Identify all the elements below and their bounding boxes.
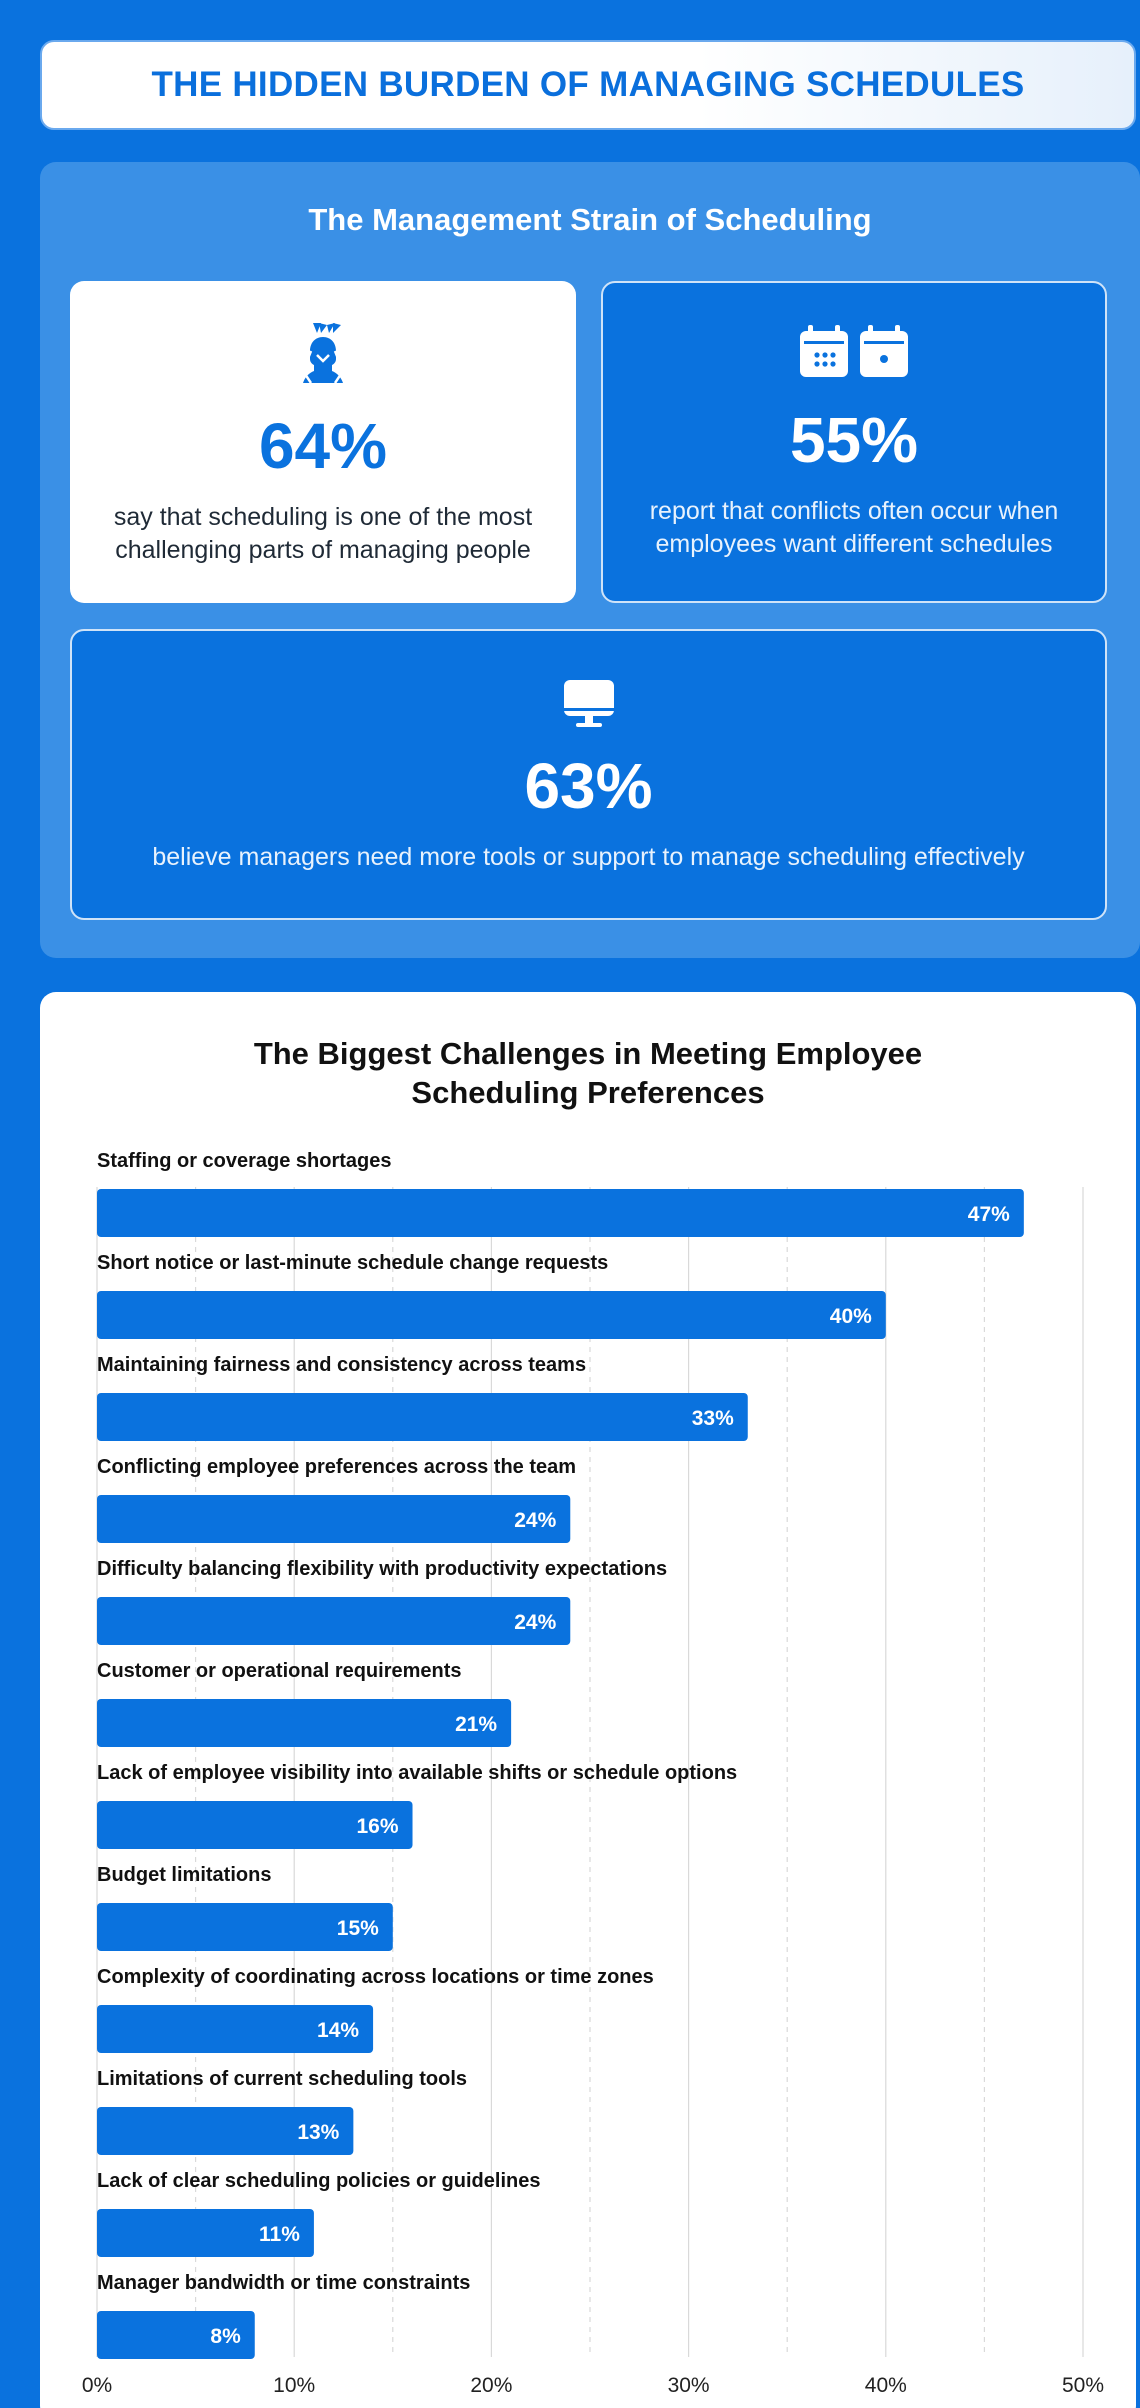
bar	[97, 2005, 374, 2053]
bar-chart: Staffing or coverage shortages 47% Short n…	[82, 1150, 1104, 2397]
bar-value-label: 24%	[514, 1509, 556, 1532]
stat-card-63: 63% believe managers need more tools or …	[70, 629, 1107, 920]
bar-value-label: 11%	[259, 2223, 300, 2246]
title-banner: THE HIDDEN BURDEN OF MANAGING SCHEDULES	[40, 40, 1136, 130]
strain-title: The Management Strain of Scheduling	[308, 202, 872, 237]
category-label: Conflicting employee preferences across …	[97, 1456, 576, 1478]
bar	[97, 1699, 512, 1747]
category-label: Maintaining fairness and consistency acr…	[97, 1354, 586, 1376]
stat-description: report that conflicts often occur when e…	[649, 497, 1059, 558]
category-label: Lack of employee visibility into availab…	[97, 1762, 737, 1784]
x-tick-label: 30%	[668, 2374, 710, 2397]
stat-card-55: 55% report that conflicts often occur wh…	[601, 281, 1107, 603]
bar-value-label: 33%	[692, 1407, 734, 1430]
category-label: Lack of clear scheduling policies or gui…	[97, 2170, 540, 2192]
stressed-person-icon	[293, 321, 353, 385]
stat-value: 55%	[789, 404, 919, 476]
chart-title-line: Scheduling Preferences	[411, 1075, 765, 1110]
bar-value-label: 47%	[968, 1203, 1010, 1226]
chart-title-line: The Biggest Challenges in Meeting Employ…	[253, 1036, 923, 1071]
bar-value-label: 13%	[297, 2121, 339, 2144]
x-tick-label: 10%	[273, 2374, 315, 2397]
bar-value-label: 24%	[514, 1611, 556, 1634]
bar	[97, 1903, 393, 1951]
bar	[97, 1291, 886, 1339]
x-tick-label: 0%	[82, 2374, 112, 2397]
calendars-icon	[798, 325, 910, 379]
bar-value-label: 8%	[210, 2325, 241, 2348]
bar	[97, 1495, 571, 1543]
bar	[97, 1801, 413, 1849]
x-tick-label: 20%	[470, 2374, 512, 2397]
bar	[97, 2311, 255, 2359]
bar-value-label: 16%	[356, 1815, 398, 1838]
bar-value-label: 21%	[455, 1713, 497, 1736]
category-label: Short notice or last-minute schedule cha…	[97, 1252, 608, 1274]
bar	[97, 1393, 748, 1441]
stat-description: believe managers need more tools or supp…	[152, 843, 1025, 871]
bar-value-label: 40%	[830, 1305, 872, 1328]
category-label: Complexity of coordinating across locati…	[97, 1966, 654, 1988]
bar	[97, 2209, 314, 2257]
stat-value: 64%	[258, 410, 388, 482]
stat-value: 63%	[524, 750, 653, 822]
bar	[97, 2107, 354, 2155]
monitor-icon	[563, 679, 615, 729]
chart-title: The Biggest Challenges in Meeting Employ…	[40, 1034, 1136, 1112]
x-tick-label: 40%	[865, 2374, 907, 2397]
category-label: Difficulty balancing flexibility with pr…	[97, 1558, 667, 1580]
x-tick-label: 50%	[1062, 2374, 1104, 2397]
strain-panel: The Management Strain of Scheduling 64%	[40, 162, 1140, 958]
bar-value-label: 14%	[317, 2019, 359, 2042]
category-label: Manager bandwidth or time constraints	[97, 2272, 470, 2294]
bar	[97, 1597, 571, 1645]
bar	[97, 1189, 1024, 1237]
category-label: Budget limitations	[97, 1864, 271, 1886]
category-label: Staffing or coverage shortages	[97, 1150, 392, 1172]
stat-card-64: 64% say that scheduling is one of the mo…	[70, 281, 576, 603]
chart-panel: The Biggest Challenges in Meeting Employ…	[40, 992, 1136, 2408]
page-title: THE HIDDEN BURDEN OF MANAGING SCHEDULES	[151, 65, 1025, 104]
bar-value-label: 15%	[337, 1917, 379, 1940]
category-label: Limitations of current scheduling tools	[97, 2068, 467, 2090]
stat-description: say that scheduling is one of the most c…	[113, 503, 533, 564]
category-label: Customer or operational requirements	[97, 1660, 462, 1682]
